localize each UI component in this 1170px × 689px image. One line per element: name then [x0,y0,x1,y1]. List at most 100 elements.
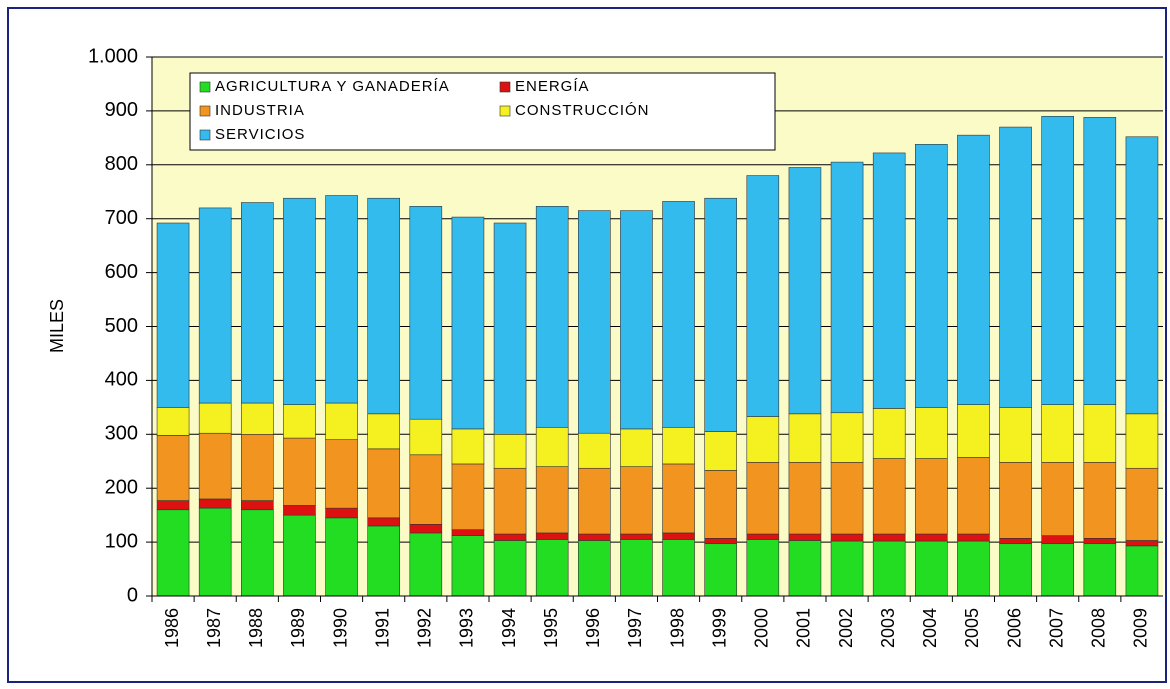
bar-segment [830,462,864,535]
bar-segment [957,457,990,535]
x-tick-label: 2003 [878,608,898,648]
bar-segment [872,540,906,597]
x-tick-label: 2000 [752,608,772,648]
bar-segment [535,532,569,540]
x-tick-label: 1990 [330,608,350,648]
bar-segment [409,532,443,597]
x-tick-label: 1991 [372,608,392,648]
bar-segment [535,539,569,597]
bar-segment [915,458,948,535]
bar-segment [578,467,611,535]
bar-segment [620,466,653,535]
bar-segment [493,540,527,597]
bar-segment [451,216,485,430]
bar-segment [662,463,695,534]
bar-segment [283,404,316,439]
bar-segment [1041,115,1074,405]
bar-segment [241,202,274,404]
x-tick-label: 2004 [920,608,940,648]
bar-segment [620,539,653,597]
bar-segment [957,134,990,405]
bar-segment [662,532,695,540]
bar-segment [325,517,358,597]
bar-segment [830,412,864,463]
bar-segment [915,540,948,597]
x-tick-label: 1998 [667,608,687,648]
bar-segment [325,402,358,440]
bar-segment [957,533,990,542]
y-tick-label: 700 [105,207,138,229]
y-tick-label: 800 [105,153,138,175]
bar-segment [283,437,316,506]
x-tick-label: 1988 [246,608,266,648]
bar-segment [1125,136,1159,415]
bar-segment [1041,535,1074,545]
bar-segment [957,404,990,458]
x-tick-label: 2006 [1004,608,1024,648]
bar-segment [409,206,443,420]
legend-swatch [199,105,211,117]
bar-segment [662,201,695,428]
bar-segment [1083,543,1117,597]
bar-segment [578,540,611,597]
bar-segment [746,539,780,597]
bar-segment [409,454,443,525]
bar-segment [409,524,443,534]
x-tick-label: 1995 [541,608,561,648]
y-tick-label: 300 [105,423,138,445]
y-tick-label: 100 [105,530,138,552]
y-axis-label: MILES [47,299,67,353]
bar-segment [156,222,190,408]
bar-segment [156,435,190,501]
bar-segment [535,426,569,467]
bar-segment [535,466,569,534]
bar-segment [451,535,485,597]
bar-segment [662,426,695,465]
legend-label: ENERGÍA [515,78,590,95]
bar-segment [1125,545,1159,597]
x-tick-label: 2005 [962,608,982,648]
legend-swatch [499,81,511,93]
bar-segment [957,540,990,597]
x-tick-label: 1992 [415,608,435,648]
legend-swatch [199,129,211,141]
bar-segment [578,210,611,434]
legend-label: CONSTRUCCIÓN [515,102,650,119]
bar-segment [198,207,232,404]
bar-segment [493,222,527,435]
bar-segment [241,500,274,511]
bar-segment [999,407,1032,463]
bar-segment [283,197,316,405]
x-tick-label: 1999 [709,608,729,648]
x-tick-label: 1996 [583,608,603,648]
legend-label: SERVICIOS [215,126,305,143]
bar-segment [788,533,822,541]
bar-segment [620,210,653,430]
bar-segment [999,462,1032,539]
bar-segment [788,413,822,463]
bar-segment [198,402,232,434]
x-tick-label: 2007 [1046,608,1066,648]
bar-segment [198,507,232,597]
bar-segment [1083,462,1117,539]
bar-segment [1083,404,1117,463]
bar-segment [788,540,822,597]
bar-segment [535,206,569,428]
bar-segment [367,525,400,597]
bar-segment [1125,413,1159,469]
y-tick-label: 0 [127,584,138,606]
bar-segment [325,195,358,404]
bar-segment [872,408,906,459]
bar-segment [156,500,190,511]
bar-segment [283,505,316,516]
bar-segment [704,197,737,432]
bar-segment [704,538,737,545]
bar-segment [1083,538,1117,545]
x-tick-label: 2008 [1089,608,1109,648]
bar-segment [915,144,948,408]
bar-segment [915,407,948,459]
bar-segment [409,418,443,456]
bar-segment [872,533,906,542]
bar-segment [325,439,358,509]
